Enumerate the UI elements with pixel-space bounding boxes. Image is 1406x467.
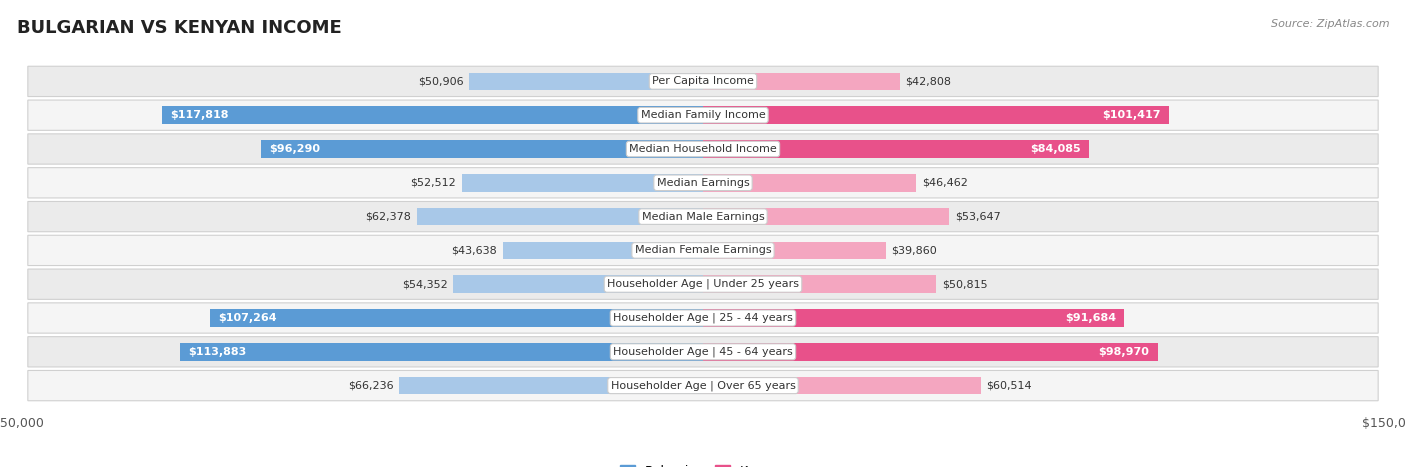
Text: Median Earnings: Median Earnings	[657, 178, 749, 188]
Bar	[211, 309, 703, 327]
Bar	[703, 241, 886, 259]
Text: Median Family Income: Median Family Income	[641, 110, 765, 120]
FancyBboxPatch shape	[28, 168, 1378, 198]
Bar	[703, 72, 900, 90]
Legend: Bulgarian, Kenyan: Bulgarian, Kenyan	[614, 460, 792, 467]
Text: BULGARIAN VS KENYAN INCOME: BULGARIAN VS KENYAN INCOME	[17, 19, 342, 37]
FancyBboxPatch shape	[28, 66, 1378, 97]
FancyBboxPatch shape	[28, 201, 1378, 232]
Text: Per Capita Income: Per Capita Income	[652, 77, 754, 86]
Bar	[703, 106, 1168, 124]
Bar	[162, 106, 703, 124]
Bar	[703, 140, 1090, 158]
Text: Median Household Income: Median Household Income	[628, 144, 778, 154]
Text: $43,638: $43,638	[451, 245, 498, 255]
Text: $113,883: $113,883	[188, 347, 246, 357]
Bar	[703, 174, 917, 191]
Bar	[502, 241, 703, 259]
Text: $50,815: $50,815	[942, 279, 987, 289]
Text: Median Male Earnings: Median Male Earnings	[641, 212, 765, 222]
FancyBboxPatch shape	[28, 337, 1378, 367]
Bar	[470, 72, 703, 90]
Bar	[180, 343, 703, 361]
Text: Householder Age | Over 65 years: Householder Age | Over 65 years	[610, 380, 796, 391]
Text: Householder Age | 25 - 44 years: Householder Age | 25 - 44 years	[613, 313, 793, 323]
Text: $46,462: $46,462	[922, 178, 967, 188]
Bar	[703, 208, 949, 226]
Text: Householder Age | Under 25 years: Householder Age | Under 25 years	[607, 279, 799, 290]
Text: $117,818: $117,818	[170, 110, 229, 120]
Text: Source: ZipAtlas.com: Source: ZipAtlas.com	[1271, 19, 1389, 28]
Text: $107,264: $107,264	[218, 313, 277, 323]
Bar	[703, 377, 981, 395]
Text: $50,906: $50,906	[418, 77, 464, 86]
Bar	[399, 377, 703, 395]
Text: $53,647: $53,647	[955, 212, 1001, 222]
Bar	[260, 140, 703, 158]
FancyBboxPatch shape	[28, 235, 1378, 266]
Bar	[703, 309, 1125, 327]
Bar	[416, 208, 703, 226]
Text: $52,512: $52,512	[411, 178, 457, 188]
FancyBboxPatch shape	[28, 269, 1378, 299]
Text: Householder Age | 45 - 64 years: Householder Age | 45 - 64 years	[613, 347, 793, 357]
Text: $96,290: $96,290	[269, 144, 321, 154]
Text: $60,514: $60,514	[987, 381, 1032, 390]
Bar	[703, 343, 1157, 361]
Text: $101,417: $101,417	[1102, 110, 1160, 120]
Text: $62,378: $62,378	[366, 212, 411, 222]
FancyBboxPatch shape	[28, 370, 1378, 401]
Text: $54,352: $54,352	[402, 279, 449, 289]
Text: Median Female Earnings: Median Female Earnings	[634, 245, 772, 255]
Bar	[453, 276, 703, 293]
Text: $66,236: $66,236	[347, 381, 394, 390]
Text: $98,970: $98,970	[1098, 347, 1149, 357]
FancyBboxPatch shape	[28, 100, 1378, 130]
FancyBboxPatch shape	[28, 134, 1378, 164]
Text: $84,085: $84,085	[1031, 144, 1081, 154]
Bar	[703, 276, 936, 293]
FancyBboxPatch shape	[28, 303, 1378, 333]
Text: $91,684: $91,684	[1064, 313, 1116, 323]
Text: $39,860: $39,860	[891, 245, 938, 255]
Text: $42,808: $42,808	[905, 77, 950, 86]
Bar	[461, 174, 703, 191]
